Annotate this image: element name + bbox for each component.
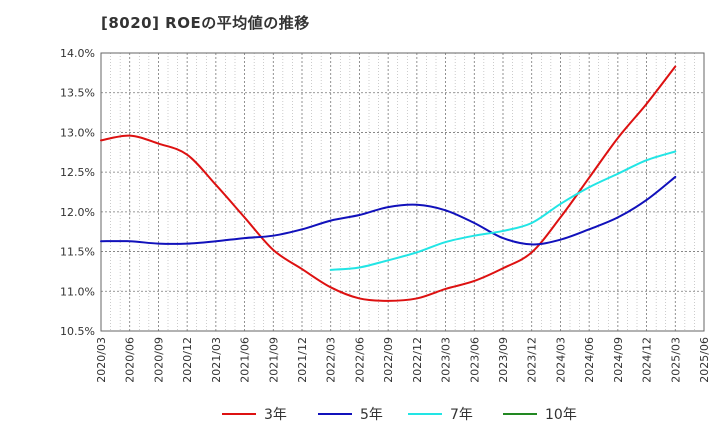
series-line-2 (100, 175, 677, 246)
legend-label: 3年 (264, 407, 287, 423)
x-tick-label: 2021/03 (210, 337, 223, 383)
x-tick-label: 2020/12 (181, 337, 194, 383)
x-tick-label: 2023/03 (440, 337, 453, 383)
y-tick-label: 11.0% (60, 285, 95, 298)
x-tick-label: 2020/09 (152, 337, 165, 383)
y-tick-label: 13.5% (60, 87, 95, 100)
x-tick-label: 2020/03 (95, 337, 108, 383)
series-line-1 (100, 65, 677, 302)
x-tick-label: 2024/03 (554, 337, 567, 383)
x-tick-label: 2022/03 (325, 337, 338, 383)
x-tick-label: 2022/06 (353, 337, 366, 383)
grid-lines (101, 53, 704, 331)
y-tick-label: 14.0% (60, 47, 95, 60)
y-tick-label: 12.5% (60, 166, 95, 179)
x-tick-label: 2021/06 (239, 337, 252, 383)
plot-frame (100, 52, 705, 332)
legend-label: 10年 (545, 407, 577, 423)
y-tick-label: 12.0% (60, 206, 95, 219)
x-axis: 2020/03 2020/06 2020/09 2020/12 2021/03 2021/… (95, 337, 711, 383)
x-tick-label: 2025/06 (698, 337, 711, 383)
y-tick-label: 13.0% (60, 126, 95, 139)
x-tick-label: 2022/09 (382, 337, 395, 383)
y-axis: 14.0% 13.5% 13.0% 12.5% 12.0% 11.5% 11.0% 10.5% (60, 47, 95, 338)
x-tick-label: 2023/12 (526, 337, 539, 383)
y-tick-label: 11.5% (60, 246, 95, 259)
series-lines (100, 65, 677, 302)
x-tick-label: 2025/03 (669, 337, 682, 383)
y-tick-label: 10.5% (60, 325, 95, 338)
legend-label: 7年 (450, 407, 473, 423)
x-tick-label: 2020/06 (124, 337, 137, 383)
x-tick-label: 2023/06 (468, 337, 481, 383)
x-tick-label: 2021/09 (267, 337, 280, 383)
x-tick-label: 2024/06 (583, 337, 596, 383)
x-tick-label: 2021/12 (296, 337, 309, 383)
plot-area (101, 53, 704, 331)
x-tick-label: 2024/12 (641, 337, 654, 383)
legend: 3年 5年 7年 10年 (222, 407, 577, 423)
chart-title: [8020] ROEの平均値の推移 (101, 14, 310, 32)
series-line-3 (329, 150, 677, 271)
x-tick-label: 2022/12 (411, 337, 424, 383)
legend-label: 5年 (360, 407, 383, 423)
x-tick-label: 2024/09 (612, 337, 625, 383)
x-tick-label: 2023/09 (497, 337, 510, 383)
